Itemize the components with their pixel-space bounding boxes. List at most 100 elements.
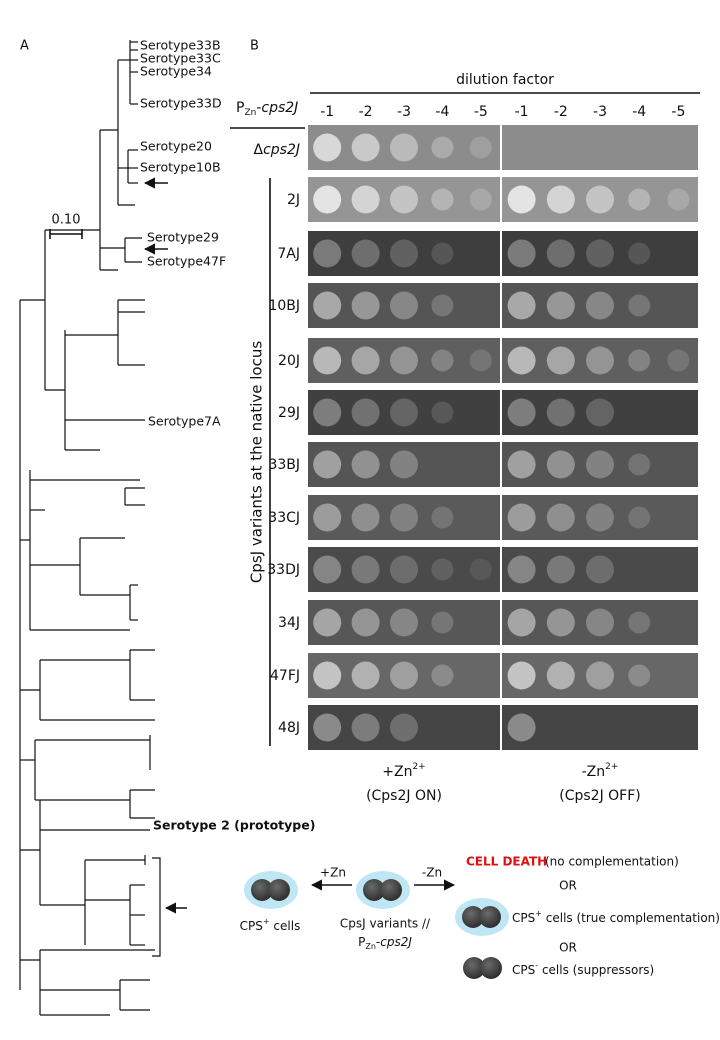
colony-spot	[507, 713, 536, 742]
colony-spot	[507, 185, 536, 214]
colony-spot	[507, 346, 536, 375]
colony-spot	[546, 239, 575, 268]
colony-spot	[628, 294, 651, 317]
leaf-label: Serotype47F	[147, 254, 226, 269]
colony-spot	[390, 713, 418, 742]
dilution-label: -2	[554, 104, 568, 120]
bracket	[152, 857, 161, 957]
colony-spot	[390, 239, 418, 268]
strain-label: 47FJ	[270, 668, 300, 684]
colony-spot	[546, 661, 575, 690]
colony-spot	[351, 133, 380, 162]
condition-state: (Cps2J OFF)	[559, 788, 641, 804]
text: -	[256, 100, 261, 116]
strain-label: 29J	[278, 405, 300, 421]
colony-spot	[351, 291, 380, 320]
cell	[462, 906, 484, 928]
colony-spot	[586, 185, 614, 214]
dilution-label: -3	[593, 104, 607, 120]
colony-spot	[390, 346, 418, 375]
cell	[463, 957, 485, 979]
header: dilution factor	[456, 72, 554, 88]
text: cps2J	[380, 935, 412, 949]
colony-spot	[351, 608, 380, 637]
text: Zn	[365, 942, 376, 951]
colony-spot	[507, 450, 536, 479]
schematic	[244, 871, 509, 979]
colony-spot	[390, 661, 418, 690]
strain-label: 33CJ	[268, 510, 300, 526]
label: PZn-cps2J	[358, 935, 412, 951]
leaf-label: Serotype20	[140, 139, 212, 154]
colony-spot	[313, 346, 342, 375]
colony-spot	[546, 450, 575, 479]
colony-spot	[628, 664, 651, 687]
colony-spot	[313, 608, 342, 637]
leaf-label: Serotype33C	[140, 51, 221, 66]
label: OR	[559, 879, 577, 893]
text: P	[358, 935, 365, 949]
colony-spot	[390, 291, 418, 320]
colony-spot	[351, 398, 380, 427]
colony-spot	[586, 291, 614, 320]
colony-spot	[351, 185, 380, 214]
colony-spot	[628, 242, 651, 265]
strain-label: 2J	[287, 192, 300, 208]
dilution-label: -4	[632, 104, 646, 120]
colony-spot	[431, 664, 454, 687]
colony-spot	[628, 611, 651, 634]
colony-spot	[390, 450, 418, 479]
strain-label: 20J	[278, 353, 300, 369]
text: 2+	[412, 762, 425, 772]
colony-spot	[546, 503, 575, 532]
text: P	[236, 100, 244, 116]
colony-spot	[313, 661, 342, 690]
colony-spot	[351, 346, 380, 375]
colony-spot	[586, 398, 614, 427]
colony-spot	[628, 349, 651, 372]
cell	[363, 879, 385, 901]
colony-spot	[351, 555, 380, 584]
colony-spot	[351, 450, 380, 479]
dilution-label: -3	[397, 104, 411, 120]
text: -	[376, 935, 380, 949]
strain-label: 48J	[278, 720, 300, 736]
dilution-label: -5	[671, 104, 685, 120]
colony-spot	[431, 188, 454, 211]
text: +Zn	[382, 764, 412, 780]
phylogenetic-tree	[19, 40, 155, 1016]
colony-spot	[431, 611, 454, 634]
colony-spot	[586, 661, 614, 690]
dilution-label: -1	[515, 104, 529, 120]
cell	[268, 879, 290, 901]
cell	[251, 879, 273, 901]
strain-label: 7AJ	[277, 246, 300, 262]
strain-label: 33DJ	[267, 562, 300, 578]
colony-spot	[313, 239, 342, 268]
strain-label: 34J	[278, 615, 300, 631]
colony-spot	[546, 291, 575, 320]
colony-spot	[313, 713, 342, 742]
text: Zn	[244, 108, 256, 118]
colony-spot	[586, 346, 614, 375]
colony-spot	[313, 450, 342, 479]
text: -Zn	[582, 764, 606, 780]
colony-spot	[469, 558, 492, 581]
label: CPS+ cells	[240, 917, 301, 933]
colony-spot	[628, 188, 651, 211]
colony-spot	[390, 133, 418, 162]
colony-spot	[390, 398, 418, 427]
colony-spot	[628, 453, 651, 476]
colony-spot	[507, 291, 536, 320]
colony-spot	[507, 239, 536, 268]
colony-spot	[313, 503, 342, 532]
label: (no complementation)	[545, 855, 679, 869]
dilution-label: -1	[320, 104, 334, 120]
colony-spot	[667, 349, 690, 372]
colony-spot	[469, 136, 492, 159]
cell	[380, 879, 402, 901]
text: +	[263, 917, 270, 926]
colony-spot	[546, 398, 575, 427]
scale-label: 0.10	[52, 213, 81, 228]
